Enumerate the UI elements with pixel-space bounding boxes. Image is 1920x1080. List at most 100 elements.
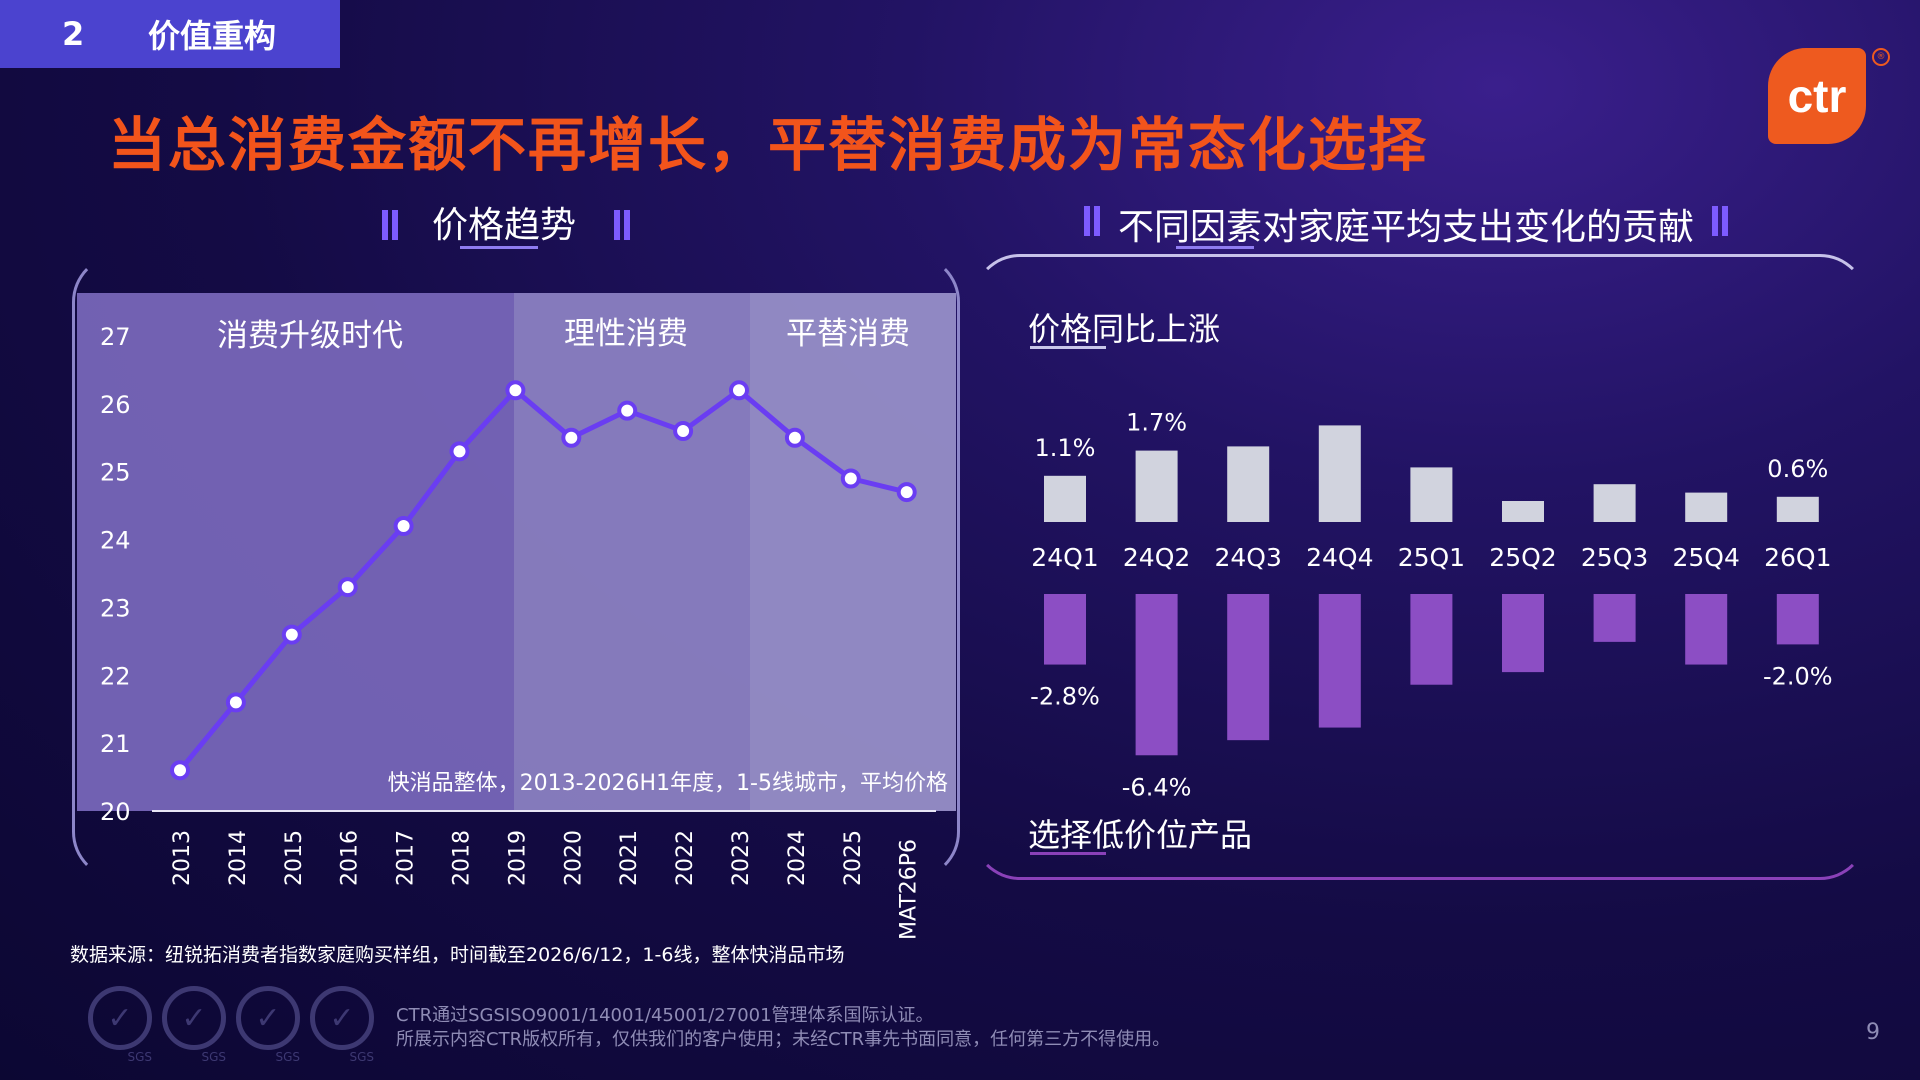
y-tick-label: 23 — [100, 594, 131, 622]
price-rise-bar — [1593, 484, 1636, 522]
low-price-underline — [1030, 852, 1106, 855]
x-tick-label: 2019 — [505, 830, 530, 886]
chart-note: 快消品整体，2013-2026H1年度，1-5线城市，平均价格 — [388, 771, 948, 796]
page-title: 当总消费金额不再增长，平替消费成为常态化选择 — [108, 111, 1429, 179]
x-tick-label: 2013 — [170, 830, 195, 886]
x-tick-label: MAT26P6 — [897, 839, 922, 940]
x-tick-label: 2014 — [226, 830, 251, 886]
cert-disclaimer-line1: CTR通过SGSISO9001/14001/45001/27001管理体系国际认… — [396, 1005, 934, 1026]
y-tick-label: 20 — [100, 798, 131, 826]
title-deco-bar — [1094, 206, 1100, 236]
cert-badge: ✓ SGS — [236, 986, 300, 1064]
cert-badges: ✓ SGS ✓ SGS ✓ SGS ✓ SGS — [88, 986, 374, 1064]
quarter-label: 26Q1 — [1764, 543, 1831, 572]
low-price-bar — [1776, 594, 1819, 645]
title-deco-bar — [1722, 206, 1728, 236]
section-number: 2 — [62, 15, 85, 53]
price-rise-underline — [1030, 346, 1106, 349]
y-tick-label: 21 — [100, 730, 131, 758]
low-price-bar — [1227, 594, 1270, 741]
trend-point — [561, 427, 582, 448]
low-price-bar — [1502, 594, 1544, 673]
data-source-note: 数据来源：纽锐拓消费者指数家庭购买样组，时间截至2026/6/12，1-6线，整… — [70, 944, 845, 966]
quarter-label: 24Q1 — [1031, 543, 1098, 572]
price-rise-bar — [1410, 467, 1453, 522]
quarter-label: 25Q4 — [1672, 543, 1739, 572]
left-panel-title: 价格趋势 — [432, 205, 577, 246]
title-deco-bar — [624, 210, 630, 240]
low-price-bar — [1044, 594, 1086, 665]
price-rise-label: 价格同比上涨 — [1028, 310, 1221, 348]
low-price-label: 选择低价位产品 — [1028, 816, 1253, 854]
price-rise-value-label: 1.7% — [1126, 409, 1187, 437]
price-rise-bar — [1318, 425, 1361, 522]
trend-point — [729, 380, 749, 401]
low-price-value-label: -2.0% — [1763, 662, 1833, 690]
quarter-label: 25Q2 — [1489, 543, 1556, 572]
price-rise-bar — [1776, 496, 1819, 522]
era-label-upgrade: 消费升级时代 — [217, 318, 403, 354]
quarter-label: 24Q2 — [1123, 543, 1190, 572]
sgs-check-icon: ✓ — [162, 986, 226, 1050]
x-tick-label: 2022 — [673, 830, 698, 886]
quarter-label: 25Q1 — [1398, 543, 1465, 572]
region-rational — [514, 293, 750, 811]
y-tick-label: 26 — [100, 391, 131, 419]
section-title: 价值重构 — [148, 17, 277, 55]
trend-point — [673, 421, 694, 441]
y-tick-label: 24 — [100, 527, 131, 555]
trend-point — [840, 468, 861, 489]
y-tick-label: 27 — [100, 323, 131, 351]
registered-mark-icon: ® — [1872, 48, 1890, 66]
left-panel-frame — [72, 254, 960, 880]
x-tick-label: 2024 — [785, 830, 810, 886]
x-tick-label: 2021 — [617, 830, 642, 886]
price-rise-bar — [1685, 492, 1728, 522]
y-tick-label: 25 — [100, 459, 131, 487]
trend-point — [617, 400, 638, 421]
quarter-label: 25Q3 — [1581, 543, 1648, 572]
price-rise-value-label: 0.6% — [1767, 455, 1828, 483]
title-deco-bar — [392, 210, 398, 240]
price-rise-bar — [1227, 446, 1270, 522]
cert-badge: ✓ SGS — [88, 986, 152, 1064]
title-deco-bar — [1084, 206, 1090, 236]
page-number: 9 — [1866, 1020, 1880, 1045]
x-tick-label: 2016 — [338, 830, 363, 886]
price-rise-bar — [1135, 450, 1178, 522]
price-rise-value-label: 1.1% — [1035, 434, 1096, 462]
right-title-underline — [1176, 246, 1254, 249]
low-price-bar — [1410, 594, 1453, 685]
sgs-check-icon: ✓ — [236, 986, 300, 1050]
quarter-label: 24Q3 — [1214, 543, 1281, 572]
x-tick-label: 2020 — [561, 830, 586, 886]
trend-point — [784, 427, 805, 448]
title-deco-bar — [1712, 206, 1718, 236]
trend-point — [449, 441, 470, 462]
section-tab: 2 价值重构 — [0, 0, 340, 68]
region-upgrade — [77, 293, 514, 811]
low-price-bar — [1593, 594, 1636, 642]
trend-point — [281, 624, 302, 645]
x-tick-label: 2015 — [282, 830, 307, 886]
ctr-logo: ctr — [1768, 48, 1866, 144]
x-tick-label: 2023 — [729, 830, 754, 886]
cert-badge: ✓ SGS — [310, 986, 374, 1064]
trend-point — [393, 516, 414, 536]
y-tick-label: 22 — [100, 662, 131, 690]
sgs-check-icon: ✓ — [88, 986, 152, 1050]
title-deco-bar — [382, 210, 388, 240]
x-tick-label: 2017 — [394, 830, 419, 886]
price-rise-bar — [1044, 475, 1086, 522]
low-price-value-label: -2.8% — [1030, 683, 1100, 711]
low-price-bar — [1318, 594, 1361, 728]
title-deco-bar — [614, 210, 620, 240]
region-dupe — [750, 293, 956, 811]
low-price-bar — [1135, 594, 1178, 756]
trend-point — [505, 380, 526, 401]
trend-point — [337, 577, 358, 598]
trend-point — [896, 482, 917, 503]
x-tick-label: 2025 — [841, 830, 866, 886]
